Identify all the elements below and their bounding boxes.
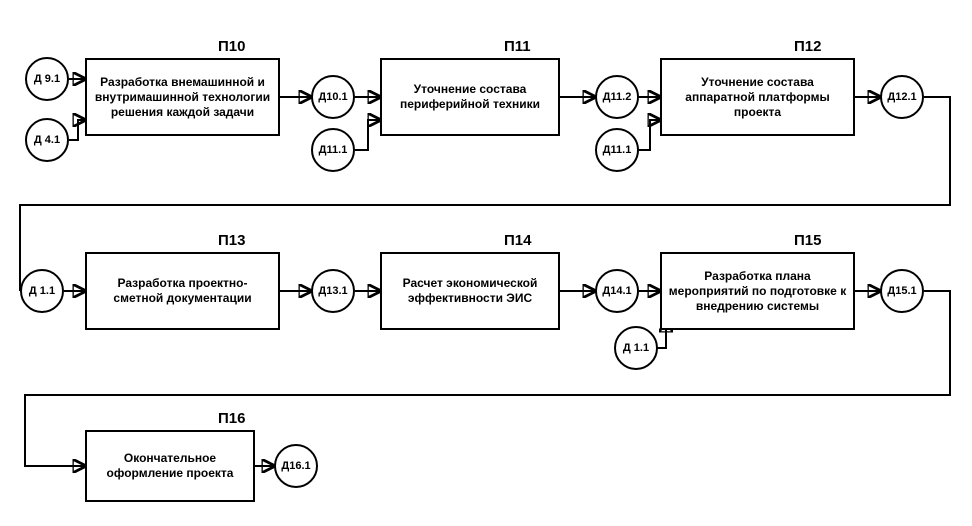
d1-1a-circle: Д 1.1 [20, 269, 64, 313]
p15-box: Разработка плана мероприятий по подготов… [660, 252, 855, 330]
d13-1-circle: Д13.1 [311, 269, 355, 313]
d11-2-circle: Д11.2 [595, 75, 639, 119]
d12-1-circle: Д12.1 [880, 75, 924, 119]
p10-label: П10 [218, 38, 245, 55]
p10-box: Разработка внемашинной и внутримашинной … [85, 58, 280, 136]
d11-1a-circle: Д11.1 [311, 128, 355, 172]
p14-label: П14 [504, 232, 531, 249]
d9-1-circle: Д 9.1 [25, 57, 69, 101]
d15-1-circle: Д15.1 [880, 269, 924, 313]
d16-1-circle: Д16.1 [274, 444, 318, 488]
p16-label: П16 [218, 410, 245, 427]
d10-1-circle: Д10.1 [311, 75, 355, 119]
p15-label: П15 [794, 232, 821, 249]
d1-1b-circle: Д 1.1 [614, 326, 658, 370]
p14-box: Расчет экономической эффективности ЭИС [380, 252, 560, 330]
p11-box: Уточнение состава периферийной техники [380, 58, 560, 136]
d11-1b-circle: Д11.1 [595, 128, 639, 172]
p13-box: Разработка проектно-сметной документации [85, 252, 280, 330]
p13-label: П13 [218, 232, 245, 249]
p12-label: П12 [794, 38, 821, 55]
d4-1-circle: Д 4.1 [25, 118, 69, 162]
p11-label: П11 [504, 38, 531, 55]
d14-1-circle: Д14.1 [595, 269, 639, 313]
p16-box: Окончательное оформление проекта [85, 430, 255, 502]
p12-box: Уточнение состава аппаратной платформы п… [660, 58, 855, 136]
